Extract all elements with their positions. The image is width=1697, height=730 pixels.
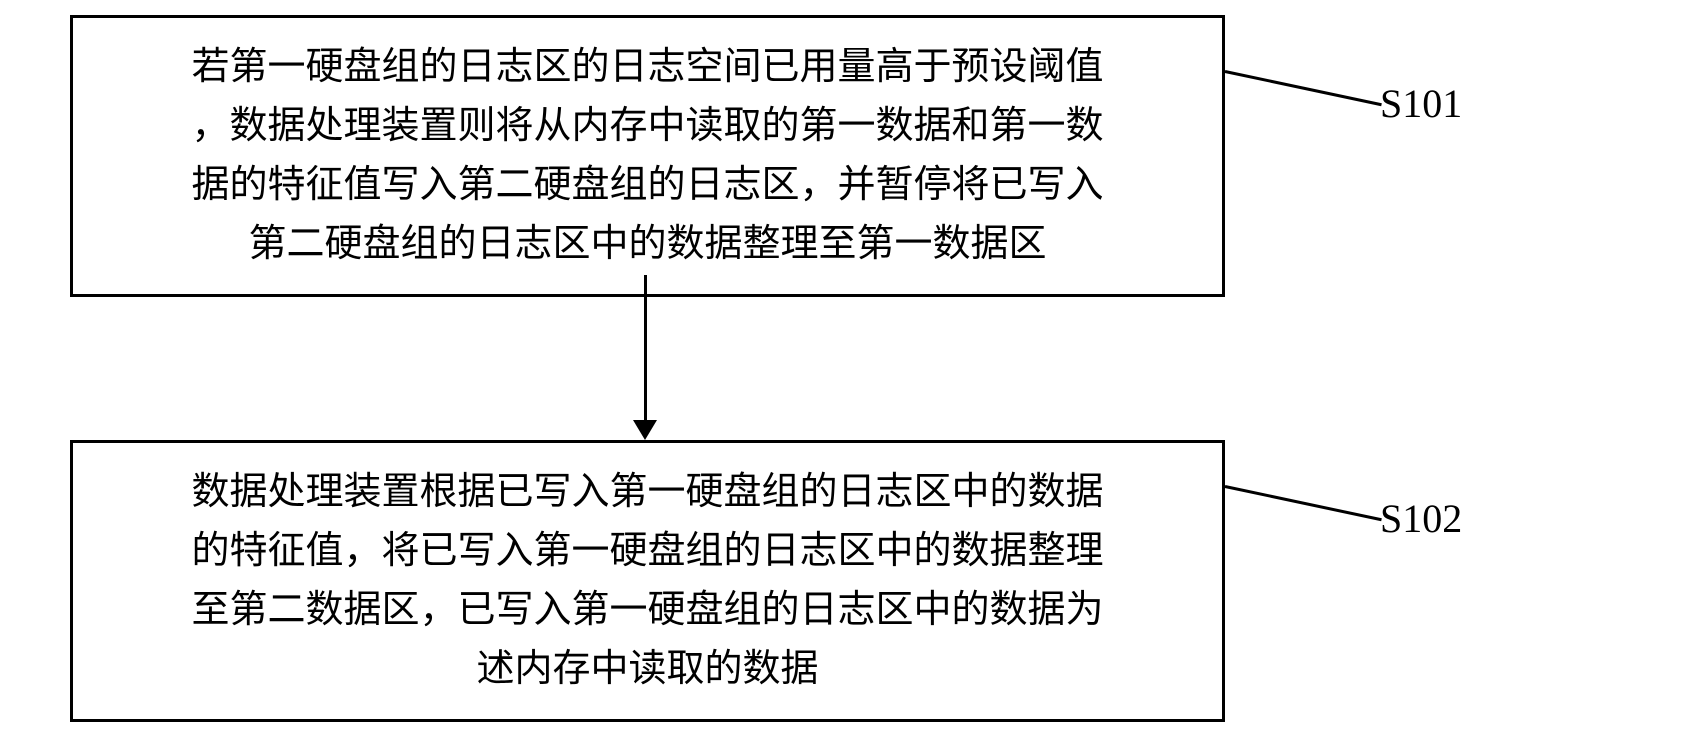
step-label-s102: S102 [1380,495,1462,542]
label-connector-line [1225,485,1382,521]
step-label-s101: S101 [1380,80,1462,127]
flow-connector-line [644,275,647,420]
flow-step-s102: 数据处理装置根据已写入第一硬盘组的日志区中的数据 的特征值，将已写入第一硬盘组的… [70,440,1225,722]
flow-step-s101: 若第一硬盘组的日志区的日志空间已用量高于预设阈值 ，数据处理装置则将从内存中读取… [70,15,1225,297]
flow-arrow-icon [633,420,657,440]
flow-step-text: 若第一硬盘组的日志区的日志空间已用量高于预设阈值 ，数据处理装置则将从内存中读取… [103,38,1192,274]
flowchart-container: 若第一硬盘组的日志区的日志空间已用量高于预设阈值 ，数据处理装置则将从内存中读取… [0,0,1697,730]
label-connector-line [1225,70,1382,106]
flow-step-text: 数据处理装置根据已写入第一硬盘组的日志区中的数据 的特征值，将已写入第一硬盘组的… [103,463,1192,699]
